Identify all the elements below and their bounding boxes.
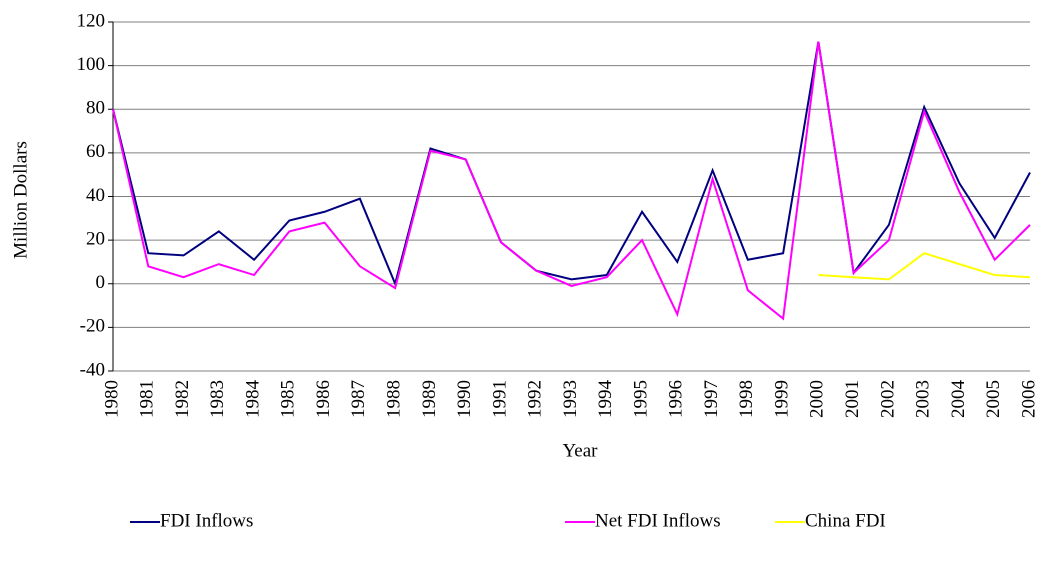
x-tick-label: 1984 bbox=[242, 380, 263, 419]
y-tick-label: 120 bbox=[77, 10, 106, 31]
x-tick-label: 2002 bbox=[877, 380, 898, 418]
legend-label: China FDI bbox=[805, 510, 886, 531]
x-tick-label: 2001 bbox=[842, 380, 863, 418]
y-tick-label: 80 bbox=[86, 98, 105, 119]
x-tick-label: 1995 bbox=[630, 380, 651, 418]
x-tick-label: 1986 bbox=[313, 380, 334, 418]
x-tick-label: 1989 bbox=[419, 380, 440, 418]
x-tick-label: 1991 bbox=[489, 380, 510, 418]
x-axis-label: Year bbox=[562, 440, 598, 461]
y-tick-label: 20 bbox=[86, 228, 105, 249]
x-tick-label: 1982 bbox=[172, 380, 193, 418]
x-tick-label: 1990 bbox=[454, 380, 475, 418]
y-tick-label: 60 bbox=[86, 141, 105, 162]
x-tick-label: 1993 bbox=[560, 380, 581, 418]
x-tick-label: 1980 bbox=[101, 380, 122, 418]
x-tick-label: 2005 bbox=[983, 380, 1004, 418]
series-line bbox=[112, 41, 1031, 287]
series-line bbox=[112, 41, 1031, 321]
x-tick-label: 1992 bbox=[525, 380, 546, 418]
series-line bbox=[818, 252, 1031, 281]
x-tick-label: 1998 bbox=[736, 380, 757, 418]
x-tick-label: 1997 bbox=[701, 380, 722, 418]
x-tick-label: 1996 bbox=[666, 380, 687, 418]
x-tick-label: 2003 bbox=[913, 380, 934, 418]
y-axis-label: Million Dollars bbox=[10, 141, 31, 259]
x-tick-label: 1987 bbox=[348, 380, 369, 418]
x-tick-label: 2006 bbox=[1018, 380, 1039, 418]
x-tick-label: 1994 bbox=[595, 380, 616, 419]
x-tick-label: 2000 bbox=[807, 380, 828, 418]
y-tick-label: 100 bbox=[77, 54, 106, 75]
y-tick-label: 0 bbox=[96, 272, 106, 293]
x-tick-label: 1999 bbox=[771, 380, 792, 418]
legend-label: Net FDI Inflows bbox=[595, 510, 721, 531]
y-tick-label: 40 bbox=[86, 185, 105, 206]
x-tick-label: 1985 bbox=[278, 380, 299, 418]
y-tick-label: -20 bbox=[80, 316, 105, 337]
x-tick-label: 2004 bbox=[948, 380, 969, 419]
y-tick-label: -40 bbox=[80, 359, 105, 380]
x-tick-label: 1988 bbox=[384, 380, 405, 418]
x-tick-label: 1983 bbox=[207, 380, 228, 418]
legend-label: FDI Inflows bbox=[160, 510, 253, 531]
x-tick-label: 1981 bbox=[137, 380, 158, 418]
